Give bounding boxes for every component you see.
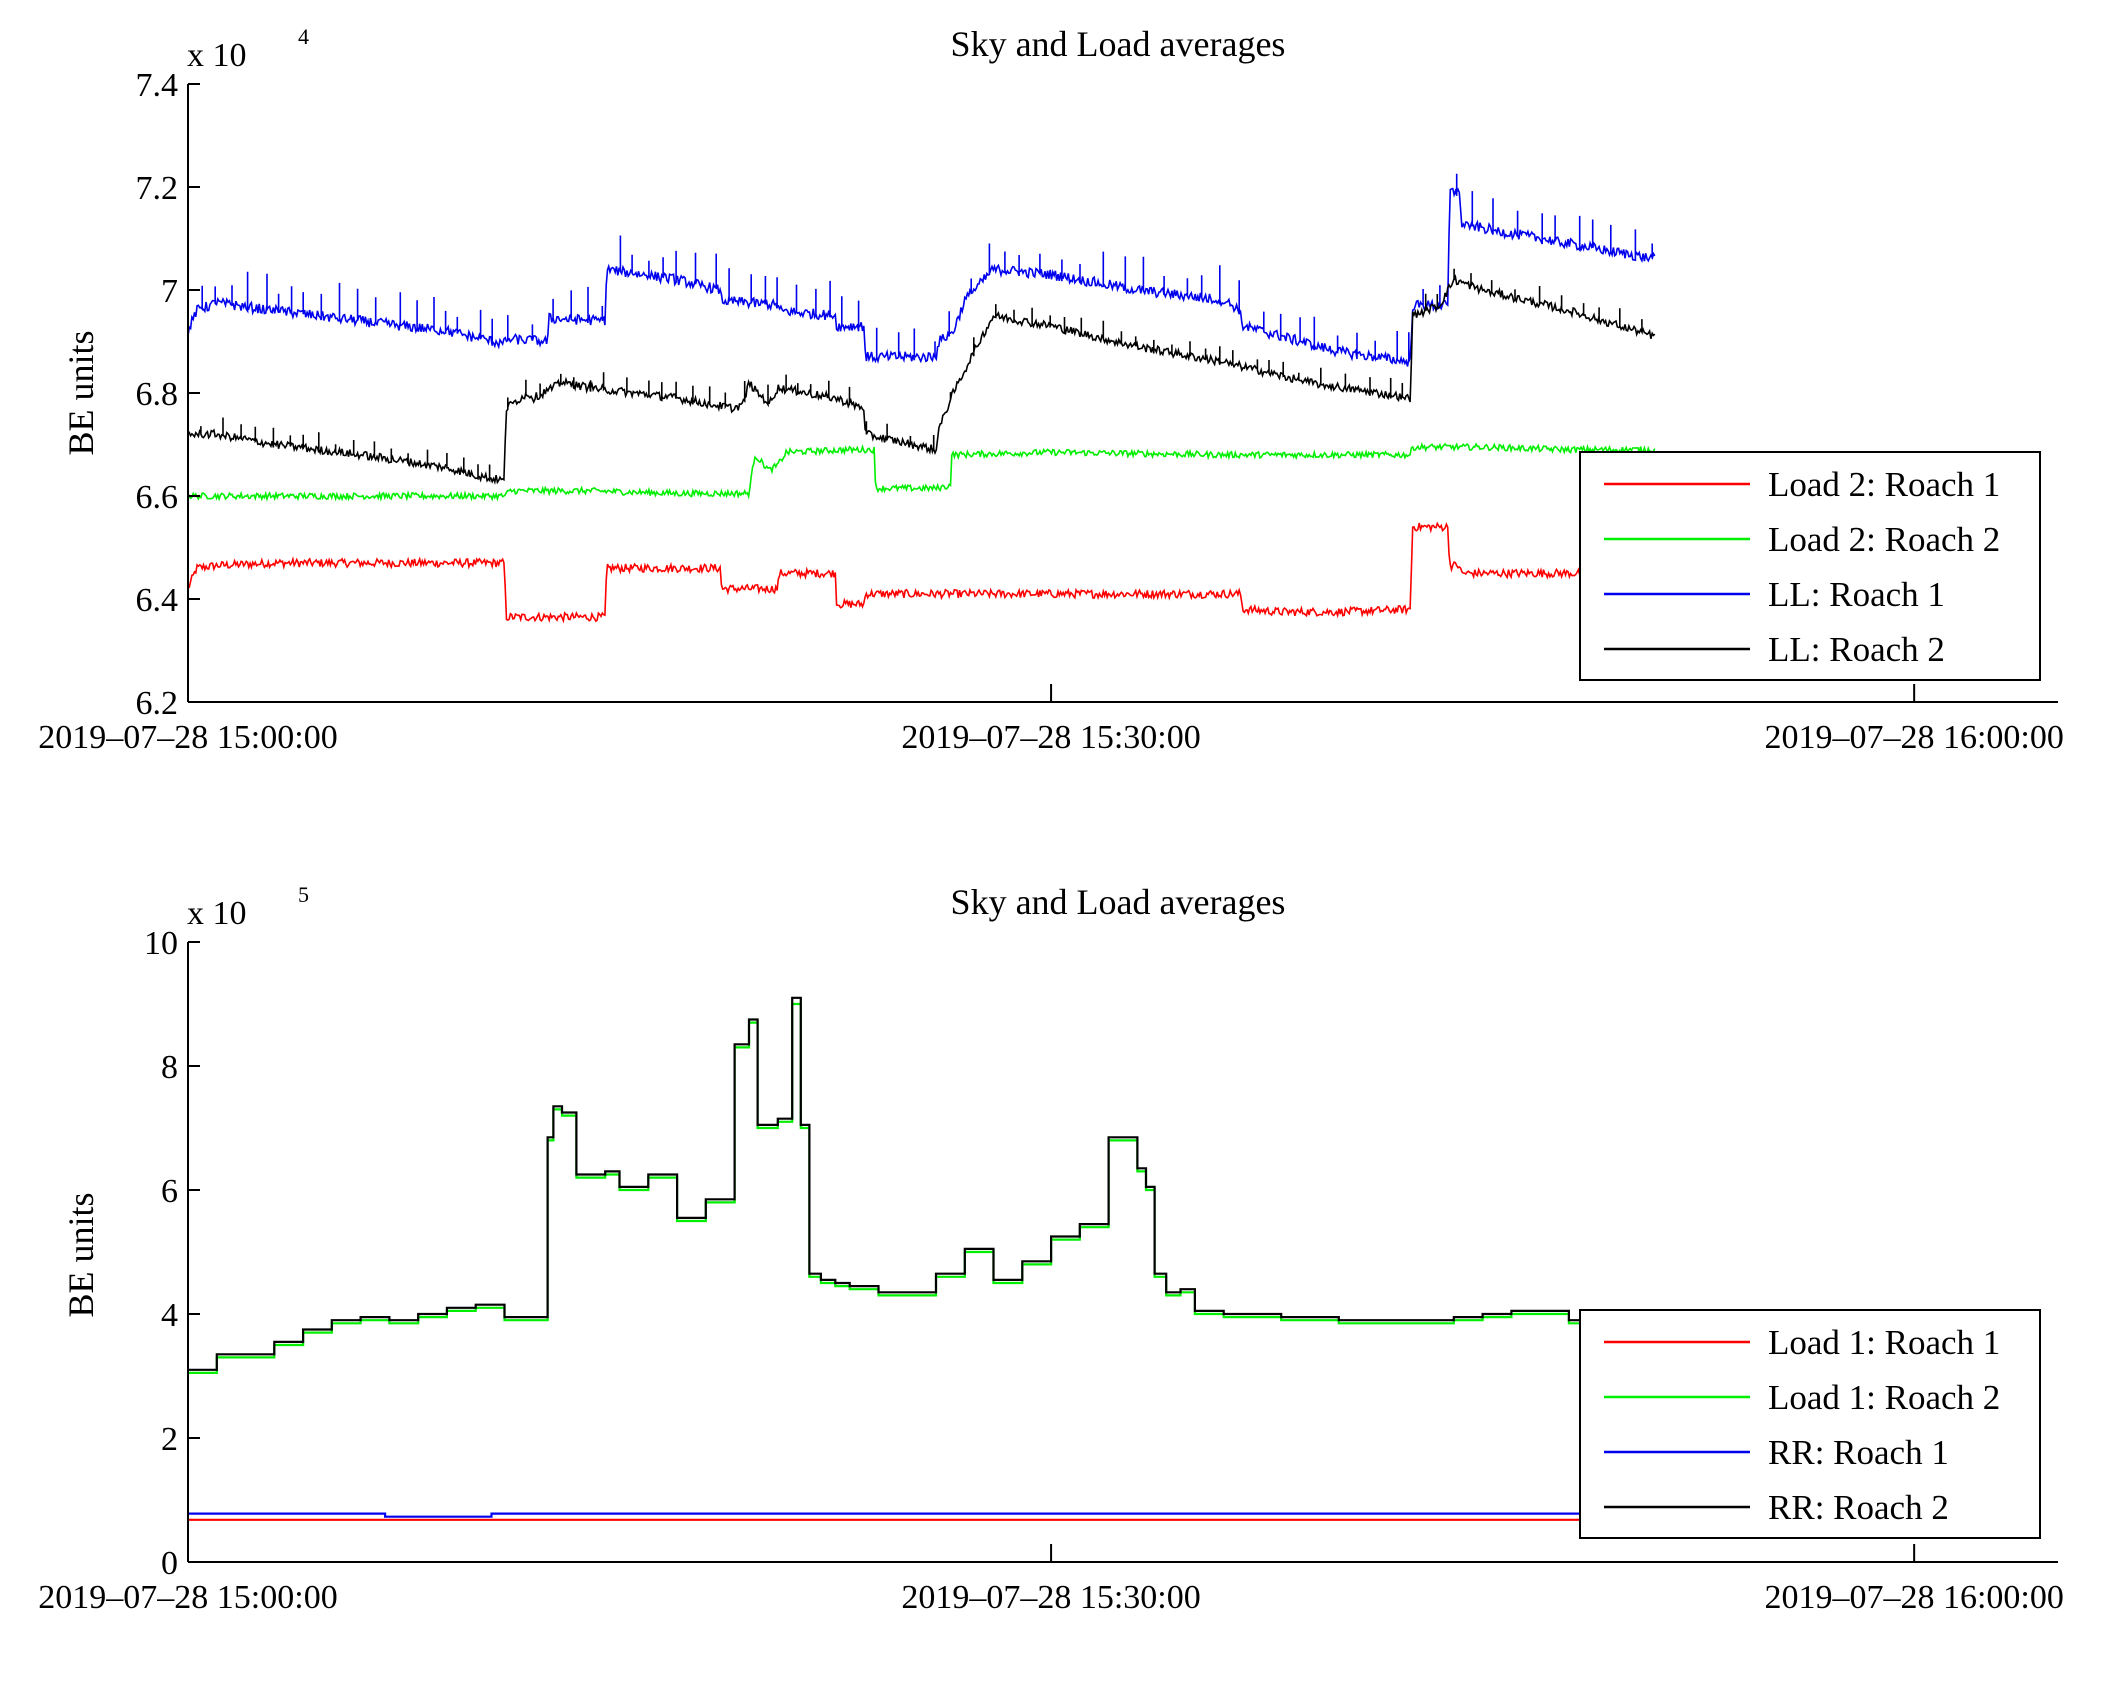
x-tick-label: 2019–07–28 15:00:00 (38, 1579, 337, 1616)
legend-label: RR: Roach 1 (1768, 1433, 1949, 1472)
legend: Load 2: Roach 1 Load 2: Roach 2 LL: Roach … (1579, 451, 2041, 681)
y-tick-label: 6.6 (136, 479, 179, 516)
chart-title: Sky and Load averages (951, 882, 1286, 922)
y-multiplier: x 10 (187, 895, 247, 932)
legend-label: Load 1: Roach 2 (1768, 1378, 2000, 1417)
series-line-ll-roach-2 (187, 268, 1656, 485)
chart-bottom: Sky and Load averages BE units x 10 5 02… (38, 882, 2064, 1616)
y-tick-label: 10 (144, 925, 178, 962)
x-tick-label: 2019–07–28 16:00:00 (1764, 719, 2063, 756)
y-tick-label: 7.4 (136, 67, 179, 104)
x-tick-label: 2019–07–28 15:30:00 (901, 719, 1200, 756)
y-axis-label: BE units (61, 1192, 101, 1317)
legend-box (1579, 1309, 2041, 1539)
y-tick-label: 4 (161, 1297, 178, 1334)
x-tick-label: 2019–07–28 16:00:00 (1764, 1579, 2063, 1616)
series-line-load-2-roach-2 (187, 441, 1656, 502)
y-exponent: 4 (298, 24, 309, 49)
legend: Load 1: Roach 1 Load 1: Roach 2 RR: Roach … (1579, 1309, 2041, 1539)
y-tick-label: 7 (161, 273, 178, 310)
chart-top: Sky and Load averages BE units x 10 4 6.… (38, 24, 2064, 756)
chart-title: Sky and Load averages (951, 24, 1286, 64)
y-tick-label: 8 (161, 1049, 178, 1086)
series-line-rr-roach-2 (188, 996, 1657, 1371)
y-exponent: 5 (298, 882, 309, 907)
y-tick-label: 6.2 (136, 685, 179, 722)
y-axis-label: BE units (61, 330, 101, 455)
y-tick-label: 2 (161, 1421, 178, 1458)
y-tick-label: 6.8 (136, 376, 179, 413)
legend-label: Load 2: Roach 1 (1768, 465, 2000, 504)
series-line-load-2-roach-1 (187, 521, 1656, 624)
legend-box (1579, 451, 2041, 681)
legend-label: RR: Roach 2 (1768, 1488, 1949, 1527)
plot-area: 0 2 4 6 8 10 2019–07–28 15:00:00 2019–07–28 15:… (38, 925, 2064, 1616)
y-tick-label: 6 (161, 1173, 178, 1210)
series-line-ll-roach-1 (187, 173, 1656, 367)
y-tick-label: 0 (161, 1545, 178, 1582)
series-line-rr-roach-1 (188, 1512, 1656, 1518)
legend-label: LL: Roach 2 (1768, 630, 1945, 669)
x-tick-label: 2019–07–28 15:00:00 (38, 719, 337, 756)
legend-label: Load 2: Roach 2 (1768, 520, 2000, 559)
x-tick-label: 2019–07–28 15:30:00 (901, 1579, 1200, 1616)
y-multiplier: x 10 (187, 37, 247, 74)
plot-area: 6.2 6.4 6.6 6.8 7 7.2 7.4 2019–07–28 15:00:00 20… (38, 67, 2064, 756)
legend-label: LL: Roach 1 (1768, 575, 1945, 614)
y-tick-label: 6.4 (136, 582, 179, 619)
legend-label: Load 1: Roach 1 (1768, 1323, 2000, 1362)
y-tick-label: 7.2 (136, 170, 179, 207)
